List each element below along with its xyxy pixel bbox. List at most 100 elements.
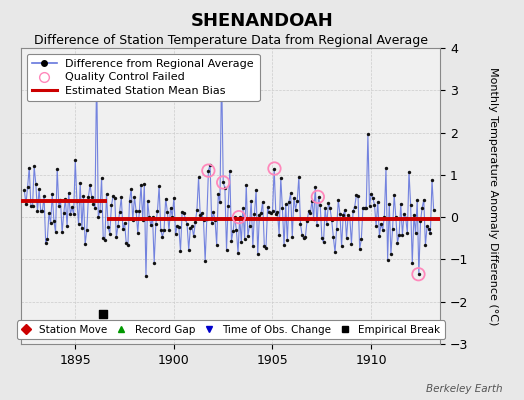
Point [171,231,180,238]
Point [235,214,243,220]
Point [278,205,287,212]
Point [144,198,152,204]
Point [395,231,403,238]
Point [41,240,50,246]
Point [397,201,405,207]
Point [176,248,184,254]
Point [416,218,424,224]
Point [303,217,311,224]
Point [92,66,101,72]
Point [420,196,428,203]
Point [324,200,333,206]
Point [428,177,436,183]
Point [137,182,145,188]
Point [194,174,203,180]
Point [73,198,81,204]
Point [211,216,219,223]
Point [274,209,282,216]
Point [248,243,257,249]
Point [378,226,387,233]
Point [60,210,68,216]
Point [287,190,295,196]
Point [198,210,206,216]
Point [121,220,129,226]
Point [323,220,331,227]
Point [294,174,303,180]
Point [165,227,173,234]
Point [35,186,43,192]
Y-axis label: Monthly Temperature Anomaly Difference (°C): Monthly Temperature Anomaly Difference (… [488,67,498,325]
Point [27,203,35,210]
Point [271,210,280,217]
Point [298,232,307,239]
Point [257,210,265,216]
Point [66,211,74,218]
Point [368,195,377,201]
Point [214,190,223,197]
Point [265,209,274,216]
Point [86,182,94,188]
Point [94,214,103,220]
Legend: Station Move, Record Gap, Time of Obs. Change, Empirical Break: Station Move, Record Gap, Time of Obs. C… [17,320,444,339]
Point [314,194,323,200]
Point [344,212,352,219]
Point [405,168,413,175]
Point [336,211,344,217]
Point [382,165,390,171]
Point [401,215,410,221]
Point [398,232,407,238]
Point [91,204,99,211]
Point [104,224,112,230]
Point [347,241,356,247]
Point [308,198,316,204]
Point [430,207,438,213]
Point [391,214,400,221]
Point [135,208,144,214]
Point [407,202,415,208]
Point [375,233,384,239]
Point [61,196,70,202]
Point [54,203,63,209]
Point [387,251,395,258]
Point [37,208,45,214]
Point [235,214,244,220]
Point [81,241,89,247]
Point [28,203,37,210]
Point [63,223,71,230]
Point [226,168,234,174]
Point [232,227,241,233]
Point [291,206,300,213]
Point [20,187,28,193]
Point [106,230,114,237]
Point [239,205,247,212]
Point [275,231,283,238]
Point [127,186,135,192]
Point [321,205,330,212]
Point [196,212,204,218]
Point [222,246,231,253]
Point [174,224,183,231]
Point [64,190,73,196]
Point [99,311,107,318]
Point [341,207,349,214]
Point [362,204,370,211]
Point [48,191,57,197]
Point [227,238,236,244]
Point [25,164,34,171]
Point [280,242,288,248]
Point [97,175,106,181]
Point [76,180,84,186]
Point [337,243,346,250]
Point [258,198,267,205]
Point [313,222,321,228]
Point [329,234,337,241]
Point [22,201,30,207]
Point [101,237,109,243]
Point [390,192,398,198]
Point [115,208,124,215]
Point [288,234,297,240]
Point [334,197,343,203]
Point [252,187,260,193]
Text: SHENANDOAH: SHENANDOAH [191,12,333,30]
Point [99,235,107,242]
